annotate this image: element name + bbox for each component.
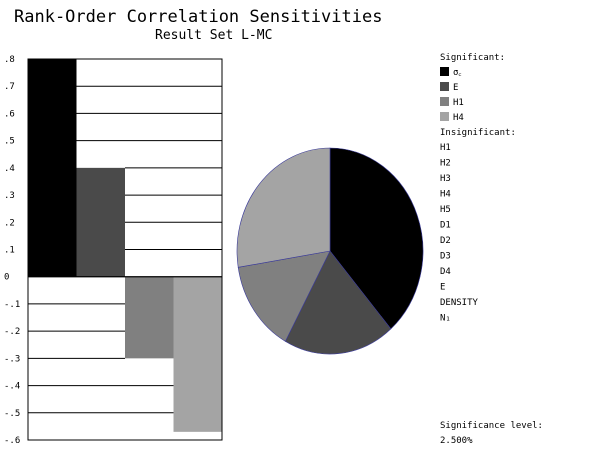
bar-3 bbox=[125, 276, 174, 359]
bar-series bbox=[28, 59, 222, 432]
y-tick-label: -.2 bbox=[4, 327, 20, 337]
legend-insignificant-heading: Insignificant: bbox=[440, 128, 516, 138]
legend-insignificant-item: D1 bbox=[440, 221, 451, 231]
significance-value: 2.500% bbox=[440, 436, 473, 446]
y-tick-label: .2 bbox=[4, 218, 15, 228]
legend-label: H4 bbox=[453, 113, 464, 123]
y-axis-ticks: .8 .7 .6 .5 .4 .3 .2 .1 0 -.1 -.2 -.3 -.4 -.5 -.6 bbox=[4, 55, 20, 446]
chart-subtitle: Result Set L-MC bbox=[155, 28, 272, 43]
y-tick-label: .6 bbox=[4, 109, 15, 119]
legend: Significant: σ꜀ E H1 H4 Insignificant: H1 H2… bbox=[440, 53, 516, 324]
legend-insignificant-item: H5 bbox=[440, 205, 451, 215]
legend-insignificant-item: DENSITY bbox=[440, 298, 479, 308]
legend-insignificant-item: D3 bbox=[440, 252, 451, 262]
legend-swatch bbox=[440, 82, 449, 91]
legend-insignificant-item: N₁ bbox=[440, 314, 451, 324]
pie-chart bbox=[236, 147, 424, 355]
y-tick-label: .3 bbox=[4, 191, 15, 201]
legend-label: E bbox=[453, 83, 458, 93]
y-tick-label: -.3 bbox=[4, 354, 20, 364]
y-tick-label: -.6 bbox=[4, 436, 20, 446]
pie-slice-3 bbox=[237, 250, 331, 342]
legend-swatch bbox=[440, 97, 449, 106]
legend-insignificant-item: H4 bbox=[440, 190, 451, 200]
bar-4 bbox=[173, 276, 222, 432]
legend-swatch bbox=[440, 67, 449, 76]
legend-insignificant-item: H2 bbox=[440, 159, 451, 169]
y-tick-label: .4 bbox=[4, 164, 15, 174]
y-tick-label: -.5 bbox=[4, 409, 20, 419]
y-tick-label: -.1 bbox=[4, 300, 20, 310]
legend-insignificant-item: E bbox=[440, 283, 445, 293]
y-tick-label: .1 bbox=[4, 246, 15, 256]
legend-insignificant-item: H3 bbox=[440, 174, 451, 184]
grid-lines bbox=[28, 85, 222, 414]
y-tick-label: .8 bbox=[4, 55, 15, 65]
y-tick-label: .5 bbox=[4, 137, 15, 147]
y-tick-label: -.4 bbox=[4, 382, 20, 392]
bar-2 bbox=[76, 167, 125, 277]
legend-significant-heading: Significant: bbox=[440, 53, 505, 63]
legend-insignificant-item: D2 bbox=[440, 236, 451, 246]
significance-label: Significance level: bbox=[440, 421, 543, 431]
bar-chart: .8 .7 .6 .5 .4 .3 .2 .1 0 -.1 -.2 -.3 -.4 -.5 -.6 bbox=[4, 55, 223, 446]
bar-1 bbox=[28, 59, 77, 277]
legend-label: σ꜀ bbox=[453, 68, 462, 78]
legend-significant-list: σ꜀ E H1 H4 bbox=[440, 67, 464, 123]
legend-insignificant-list: H1 H2 H3 H4 H5 D1 D2 D3 D4 E DENSITY N₁ bbox=[440, 143, 479, 324]
chart-title: Rank-Order Correlation Sensitivities bbox=[14, 7, 382, 27]
legend-insignificant-item: D4 bbox=[440, 267, 451, 277]
legend-label: H1 bbox=[453, 98, 464, 108]
pie-slice-2 bbox=[284, 250, 392, 355]
plot-frame bbox=[27, 58, 223, 441]
pie-slice-4 bbox=[236, 147, 331, 268]
pie-slice-1 bbox=[329, 147, 424, 330]
y-tick-label: .7 bbox=[4, 82, 15, 92]
legend-swatch bbox=[440, 112, 449, 121]
y-tick-label: 0 bbox=[4, 273, 9, 283]
legend-insignificant-item: H1 bbox=[440, 143, 451, 153]
